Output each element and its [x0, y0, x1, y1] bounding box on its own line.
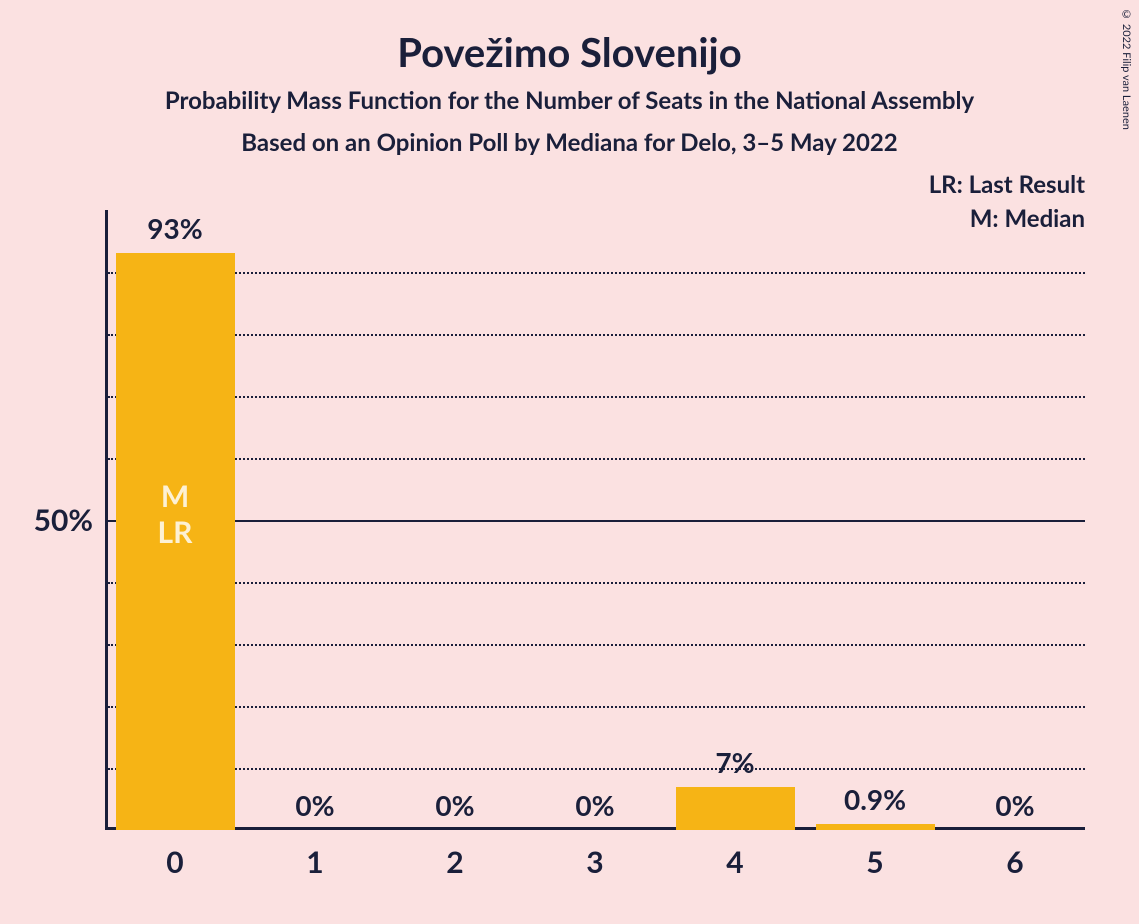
plot-area: 93% MLR 0% 0% 0% 7% 0.9% 0%	[105, 210, 1085, 830]
chart-subtitle-2: Based on an Opinion Poll by Mediana for …	[0, 128, 1139, 157]
chart-canvas: Povežimo Slovenijo Probability Mass Func…	[0, 0, 1139, 924]
bar-value-label: 0%	[575, 788, 614, 822]
chart-subtitle-1: Probability Mass Function for the Number…	[0, 86, 1139, 115]
x-tick-label: 6	[1006, 844, 1023, 880]
gridline	[108, 272, 1085, 274]
gridline	[108, 396, 1085, 398]
bar-value-label: 7%	[715, 745, 754, 779]
gridline	[108, 644, 1085, 646]
bar	[676, 787, 795, 830]
x-tick-label: 1	[306, 844, 323, 880]
gridline	[108, 520, 1085, 522]
bar-value-label: 93%	[147, 211, 202, 245]
x-tick-label: 3	[586, 844, 603, 880]
gridline	[108, 706, 1085, 708]
bar-value-label: 0.9%	[844, 782, 906, 816]
bar-value-label: 0%	[295, 788, 334, 822]
copyright-text: © 2022 Filip van Laenen	[1120, 8, 1133, 130]
y-tick-label: 50%	[34, 502, 93, 538]
x-axis	[105, 827, 1085, 830]
gridline	[108, 582, 1085, 584]
x-tick-label: 0	[166, 844, 183, 880]
legend-m: M: Median	[970, 204, 1085, 233]
bar	[816, 824, 935, 830]
bar-value-label: 0%	[435, 788, 474, 822]
gridline	[108, 458, 1085, 460]
chart-title: Povežimo Slovenijo	[0, 28, 1139, 76]
x-tick-label: 5	[866, 844, 883, 880]
x-tick-label: 4	[726, 844, 743, 880]
gridline	[108, 334, 1085, 336]
legend-lr: LR: Last Result	[929, 170, 1085, 199]
x-tick-label: 2	[446, 844, 463, 880]
bar-inner-label: MLR	[158, 478, 193, 550]
plot: 93% MLR 0% 0% 0% 7% 0.9% 0%	[105, 210, 1085, 830]
gridline	[108, 768, 1085, 770]
bar-value-label: 0%	[995, 788, 1034, 822]
